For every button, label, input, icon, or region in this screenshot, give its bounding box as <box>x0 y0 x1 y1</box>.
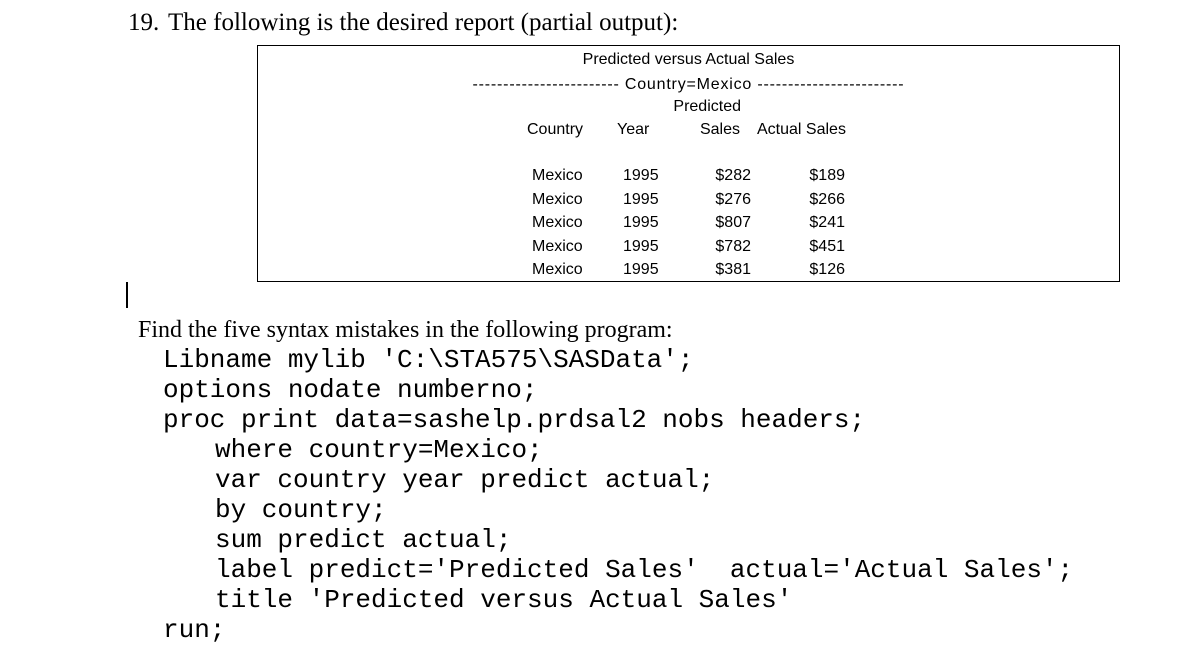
code-line: Libname mylib 'C:\STA575\SASData'; <box>163 345 694 375</box>
table-row: Mexico 1995 $381 $126 <box>258 261 1119 279</box>
cell-actual-sales: $126 <box>809 261 845 278</box>
table-row: Mexico 1995 $782 $451 <box>258 238 1119 256</box>
report-title: Predicted versus Actual Sales <box>582 51 795 68</box>
cell-actual-sales: $451 <box>809 238 845 255</box>
table-row: Mexico 1995 $282 $189 <box>258 167 1119 185</box>
cell-year: 1995 <box>623 261 659 278</box>
cell-year: 1995 <box>623 191 659 208</box>
cell-country: Mexico <box>532 214 583 231</box>
text-cursor <box>126 282 128 308</box>
cell-predicted-sales: $276 <box>715 191 751 208</box>
code-line: options nodate numberno; <box>163 375 538 405</box>
code-line: label predict='Predicted Sales' actual='… <box>215 555 1074 585</box>
code-line: var country year predict actual; <box>215 465 715 495</box>
table-row: Mexico 1995 $276 $266 <box>258 191 1119 209</box>
cell-actual-sales: $241 <box>809 214 845 231</box>
cell-predicted-sales: $282 <box>715 167 751 184</box>
cell-country: Mexico <box>532 261 583 278</box>
cell-year: 1995 <box>623 214 659 231</box>
header-year: Year <box>617 121 650 138</box>
cell-country: Mexico <box>532 238 583 255</box>
cell-year: 1995 <box>623 167 659 184</box>
code-line: proc print data=sashelp.prdsal2 nobs hea… <box>163 405 866 435</box>
question-text: The following is the desired report (par… <box>168 9 679 36</box>
question-heading: 19. The following is the desired report (… <box>128 9 678 37</box>
cell-year: 1995 <box>623 238 659 255</box>
header-country: Country <box>527 121 584 138</box>
cell-predicted-sales: $381 <box>715 261 751 278</box>
report-column-overhead: Predicted <box>673 98 741 115</box>
code-line: run; <box>163 615 226 645</box>
question-number: 19. <box>128 9 160 36</box>
code-line: by country; <box>215 495 387 525</box>
header-actual-sales: Actual Sales <box>757 121 846 138</box>
table-row: Mexico 1995 $807 $241 <box>258 214 1119 232</box>
cell-actual-sales: $266 <box>809 191 845 208</box>
find-instruction: Find the five syntax mistakes in the fol… <box>138 317 673 343</box>
code-line: where country=Mexico; <box>215 435 543 465</box>
cell-actual-sales: $189 <box>809 167 845 184</box>
cell-predicted-sales: $807 <box>715 214 751 231</box>
report-by-line: ------------------------ Country=Mexico … <box>472 76 905 93</box>
header-predicted-sales: Sales <box>699 121 740 138</box>
code-line: title 'Predicted versus Actual Sales' <box>215 585 793 615</box>
cell-predicted-sales: $782 <box>715 238 751 255</box>
report-box: Predicted versus Actual Sales ----------… <box>257 45 1120 282</box>
report-header-row: Country Year Sales Actual Sales <box>258 121 1119 139</box>
code-block: Libname mylib 'C:\STA575\SASData'; optio… <box>163 345 1073 645</box>
code-line: sum predict actual; <box>215 525 512 555</box>
cell-country: Mexico <box>532 167 583 184</box>
cell-country: Mexico <box>532 191 583 208</box>
